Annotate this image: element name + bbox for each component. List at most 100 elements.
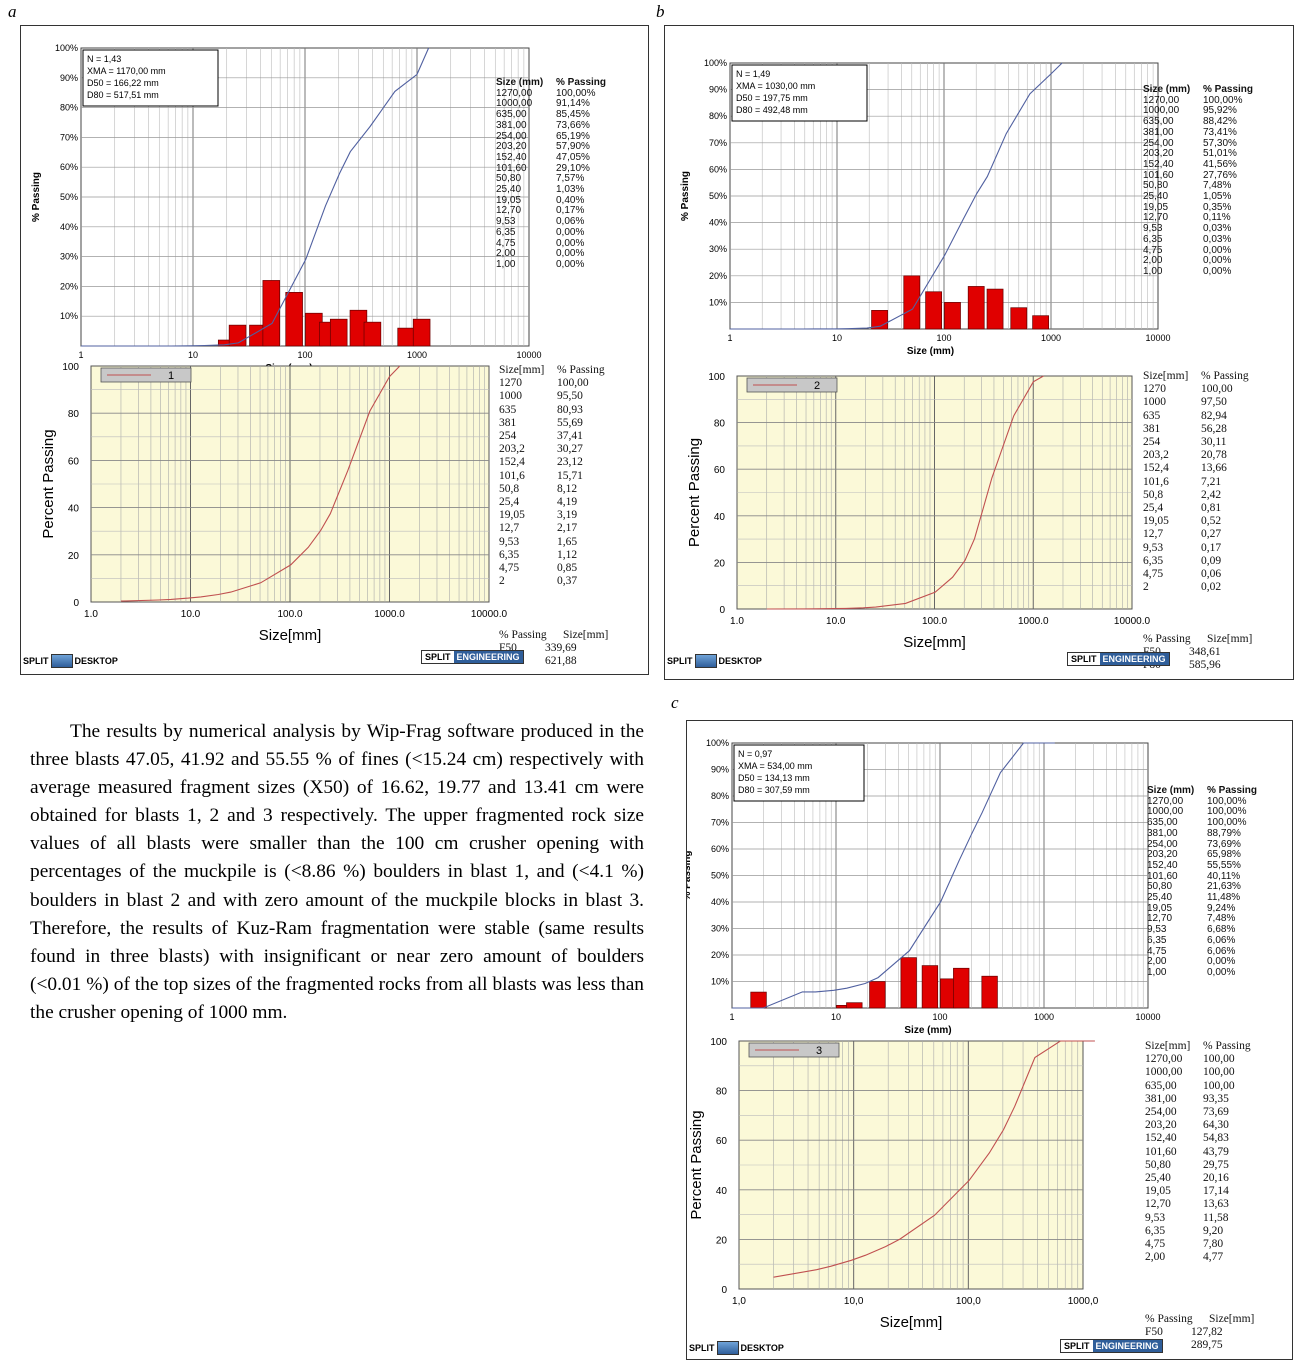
cell-passing: 6,68% [1207,924,1236,936]
table-row: 19,05 0,35% [1143,201,1263,214]
cell-passing: 2,17 [557,522,578,535]
cell-size: 203,20 [1147,849,1178,861]
table-row: 50,80 21,63% [1147,882,1267,893]
y-tick-label: 60% [709,164,727,174]
table-header-row: Size (mm) % Passing [1147,785,1267,797]
table-row: 152,4 13,66 [1143,462,1267,475]
cell-passing: 0,35% [1203,201,1232,213]
table-header-row: Size[mm] % Passing [499,364,623,377]
stats-box [82,49,219,107]
table-row: 19,05 9,24% [1147,903,1267,915]
logo-engineering-text: ENGINEERING [1099,653,1169,665]
x-tick-label: 10 [832,333,842,343]
logo-engineering-text: ENGINEERING [1092,1340,1162,1352]
cell-size: 9,53 [1145,1211,1166,1224]
table-row: 381 55,69 [499,417,623,430]
cell-passing: 0,06 [1201,568,1222,581]
cell-passing: 93,35 [1203,1092,1229,1105]
y-tick-label: 80 [68,409,80,420]
cell-passing: 57,90% [556,141,590,153]
monitor-icon [50,654,73,668]
cell-size: 635,00 [496,109,527,121]
table-row: 381,00 73,66% [496,120,616,132]
logo-engineering-text: ENGINEERING [453,651,523,663]
cell-size: 19,05 [499,509,525,522]
table-header-passing: % Passing [557,364,605,376]
cell-passing: 64,30 [1203,1119,1229,1132]
cell-size: 19,05 [496,194,522,206]
cell-size: 6,35 [1145,1224,1166,1237]
table-row: 2,00 4,77 [1145,1251,1269,1264]
stats-line: N = 1,43 [87,54,121,64]
cell-passing: 100,00 [1203,1053,1235,1066]
table-row: 203,20 51,01% [1143,149,1263,160]
table-row: 4,75 0,00% [496,238,616,250]
y-tick-label: 80 [714,419,726,430]
cell-size: 1000,00 [496,98,533,110]
y-tick-label: 90% [60,73,78,83]
cell-size: 4,75 [499,562,520,575]
table-row: 152,40 55,55% [1147,860,1267,872]
table-row: 25,4 0,81 [1143,502,1267,515]
y-tick-label: 10% [60,311,78,321]
cell-passing: 0,37 [557,575,578,588]
cell-passing: 1,03% [556,184,585,196]
cell-size: 1000 [1143,396,1166,409]
cell-passing: 0,17% [556,205,585,217]
histogram-bar [1032,315,1050,330]
histogram-bar [1010,307,1028,330]
table-row: 1270,00 100,00% [496,88,616,100]
table-row: 50,80 29,75 [1145,1159,1269,1172]
table-row: 381 56,28 [1143,423,1267,436]
cell-size: 101,60 [1145,1145,1177,1158]
table-row: 12,70 0,11% [1143,213,1263,224]
cell-size: 381 [1143,422,1161,435]
cell-size: 1,00 [1147,966,1167,978]
cell-passing: 8,12 [557,482,578,495]
cell-passing: 0,00% [1203,255,1232,267]
body-paragraph: The results by numerical analysis by Wip… [30,721,644,1023]
histogram-bar [967,286,985,330]
y-tick-label: 0 [721,1285,727,1296]
cell-passing: 95,92% [1203,105,1237,117]
table-header-size: Size[mm] [1145,1040,1191,1052]
cell-size: 635,00 [1147,817,1178,829]
x-tick-label: 1000 [1034,1012,1054,1022]
y-tick-label: 50% [709,191,727,201]
table-row: 101,60 27,76% [1143,170,1263,182]
histogram-bar [285,292,303,347]
cell-passing: 100,00% [1207,806,1247,818]
cell-passing: 100,00 [557,377,589,390]
stats-line: XMA = 534,00 mm [738,761,812,771]
cell-size: 101,6 [499,469,525,482]
cell-passing: 3,19 [557,509,578,522]
cell-size: 2,00 [1145,1251,1166,1264]
cell-size: 9,53 [499,535,520,548]
x-tick-label: 10 [831,1012,841,1022]
y-tick-label: 100 [62,362,79,373]
x-tick-label: 100.0 [277,609,302,620]
cell-passing: 13,66 [1201,462,1227,475]
table-row: 25,40 1,05% [1143,191,1263,203]
table-row: 635,00 88,42% [1143,116,1263,128]
y-tick-label: 50% [711,871,729,881]
cell-passing: 37,41 [557,430,583,443]
size-passing-table-bottom: Size[mm]% Passing 1270,00 100,00 1000,00 100… [1145,1040,1269,1264]
cell-size: 203,2 [1143,449,1169,462]
cell-passing: 7,57% [556,173,585,185]
stats-line: N = 1,49 [736,69,770,79]
y-tick-label: 70% [709,138,727,148]
table-row: 12,7 2,17 [499,522,623,535]
cell-size: 50,80 [496,173,522,185]
fragment-histogram-chart: 1 10 100 1000 10000 10% 20% 30% 40% 50% 60% 70% 80% 9… [680,58,1171,357]
y-axis-label: % Passing [687,850,693,900]
histogram-bar [363,321,382,347]
table-header-size: Size (mm) [1143,84,1191,95]
histogram-bar [412,318,431,347]
y-tick-label: 70% [711,818,729,828]
table-header-passing: % Passing [1201,370,1249,382]
cell-size: 4,75 [1147,945,1167,957]
table-row: 1270,00 100,00 [1145,1053,1269,1066]
y-tick-label: 40% [711,897,729,907]
cell-passing: 1,12 [557,548,578,561]
